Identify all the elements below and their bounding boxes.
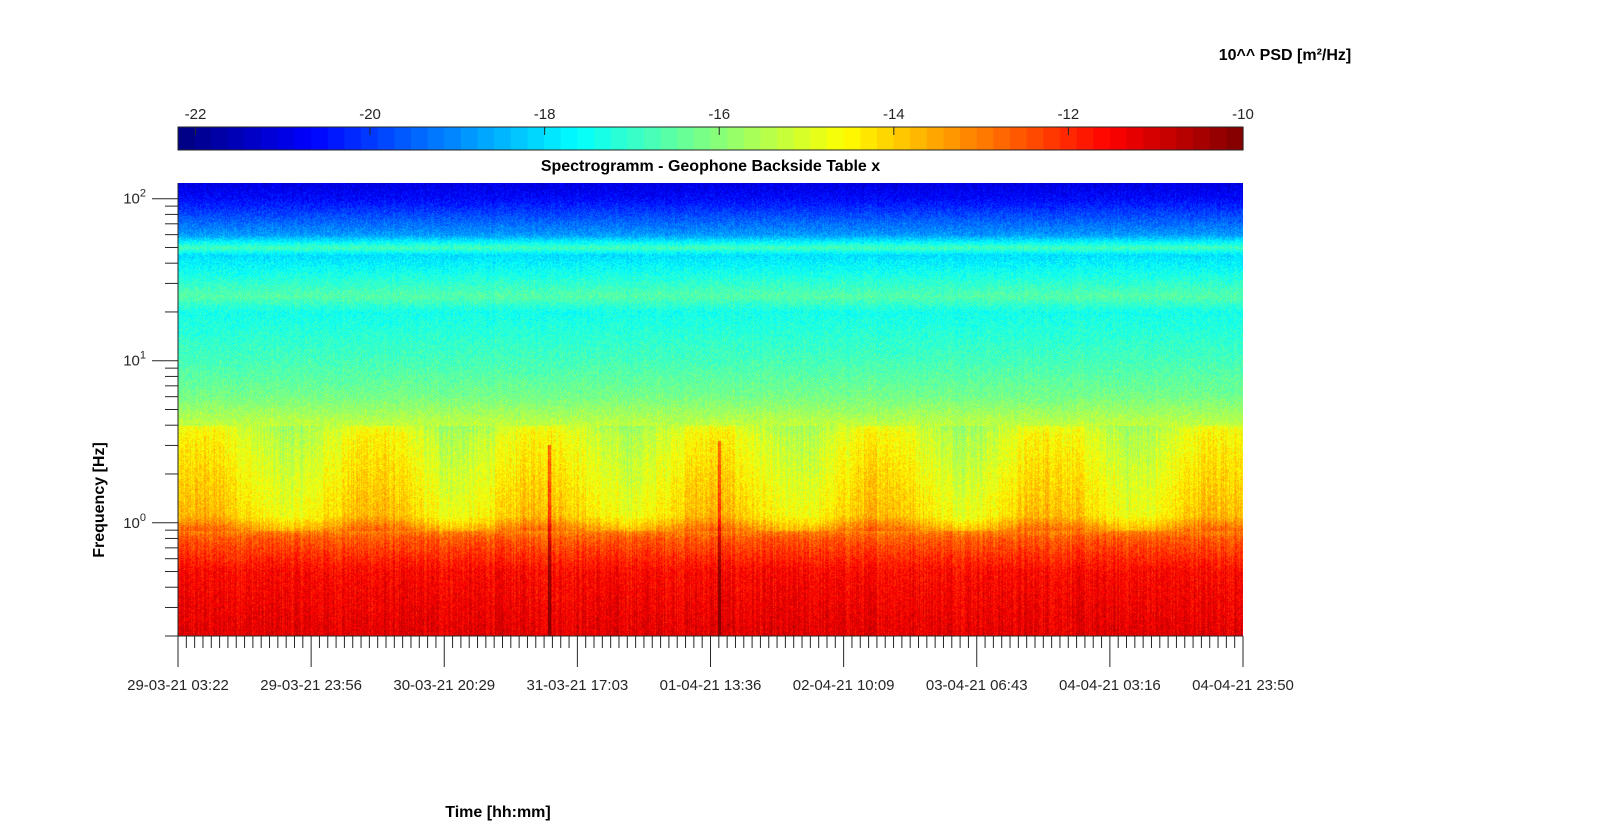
colorbar-cell [993,127,1011,150]
colorbar-tick-label: -10 [1232,106,1254,123]
x-tick-label: 01-04-21 13:36 [660,677,762,694]
colorbar-cell [860,127,878,150]
colorbar-cell [910,127,928,150]
colorbar-cell [810,127,828,150]
colorbar-cell [677,127,695,150]
colorbar-cell [943,127,961,150]
colorbar-cell [361,127,379,150]
colorbar-cell [1126,127,1144,150]
colorbar-cell [893,127,911,150]
colorbar-cell [1076,127,1094,150]
colorbar-cell [178,127,196,150]
colorbar-cell [494,127,512,150]
colorbar-cell [427,127,445,150]
colorbar-cell [261,127,279,150]
x-tick-label: 30-03-21 20:29 [393,677,495,694]
colorbar-cell [610,127,628,150]
colorbar-frame [177,126,1244,151]
colorbar-cell [660,127,678,150]
colorbar-cell [311,127,329,150]
colorbar-cell [1026,127,1044,150]
x-tick-label: 02-04-21 10:09 [793,677,895,694]
colorbar-cell [544,127,562,150]
colorbar-tick-label: -14 [883,106,905,123]
colorbar-cell [1109,127,1128,150]
colorbar-cell [294,127,312,150]
colorbar-cell [760,127,778,150]
colorbar-cell [560,127,578,150]
colorbar-tick-label: -20 [359,106,381,123]
x-tick-label: 03-04-21 06:43 [926,677,1028,694]
colorbar-cell [1209,127,1227,150]
x-tick-label: 29-03-21 23:56 [260,677,362,694]
colorbar-cell [876,127,895,150]
colorbar: -22 -20 -18 -16 -14 -12 -10 [177,106,1254,151]
colorbar-cell [926,127,945,150]
axes: 100 101 102 29-03-21 03:22 29-03-21 23:56 30-… [123,183,1294,694]
colorbar-cell [1010,127,1028,150]
colorbar-cell [1226,127,1244,150]
colorbar-cell [976,127,994,150]
colorbar-cell [527,127,545,150]
colorbar-cell [410,127,429,150]
colorbar-cell [377,127,395,150]
colorbar-tick-label: -22 [185,106,207,123]
colorbar-cell [344,127,362,150]
colorbar-cell [1143,127,1161,150]
colorbar-cell [1043,127,1061,150]
colorbar-cell [194,127,212,150]
heatmap-image [178,183,1243,636]
colorbar-cell [1193,127,1211,150]
y-tick-label: 100 [123,512,146,532]
colorbar-cell [777,127,795,150]
x-tick-label: 04-04-21 03:16 [1059,677,1161,694]
colorbar-cell [1059,127,1078,150]
colorbar-cell [510,127,529,150]
colorbar-cell [477,127,495,150]
colorbar-cell [460,127,479,150]
colorbar-cell [1159,127,1178,150]
colorbar-cell [693,127,712,150]
colorbar-cell [793,127,811,150]
colorbar-cell [594,127,612,150]
colorbar-cell [627,127,645,150]
colorbar-cell [960,127,978,150]
y-axis-label: Frequency [Hz] [91,442,108,558]
x-tick-label: 29-03-21 03:22 [127,677,229,694]
colorbar-cell [743,127,762,150]
x-axis-label: Time [hh:mm] [445,804,551,821]
chart-title: Spectrogramm - Geophone Backside Table x [540,158,881,175]
plot-area [178,183,1243,636]
colorbar-cell [327,127,346,150]
colorbar-cell [1176,127,1194,150]
y-tick-label: 101 [123,350,146,370]
colorbar-cell [444,127,462,150]
colorbar-label: 10^^ PSD [m²/Hz] [1218,47,1352,64]
x-tick-label: 31-03-21 17:03 [527,677,629,694]
colorbar-cell [277,127,296,150]
colorbar-cell [244,127,262,150]
colorbar-cell [394,127,412,150]
x-tick-label: 04-04-21 23:50 [1192,677,1294,694]
colorbar-tick-label: -18 [534,106,556,123]
colorbar-cell [577,127,595,150]
colorbar-cell [843,127,861,150]
colorbar-cell [211,127,229,150]
colorbar-cell [227,127,246,150]
colorbar-cell [826,127,845,150]
colorbar-cell [710,127,728,150]
colorbar-cell [727,127,745,150]
colorbar-cell [1093,127,1111,150]
colorbar-cell [643,127,662,150]
colorbar-tick-label: -12 [1058,106,1080,123]
y-tick-label: 102 [123,188,146,208]
colorbar-tick-label: -16 [708,106,730,123]
